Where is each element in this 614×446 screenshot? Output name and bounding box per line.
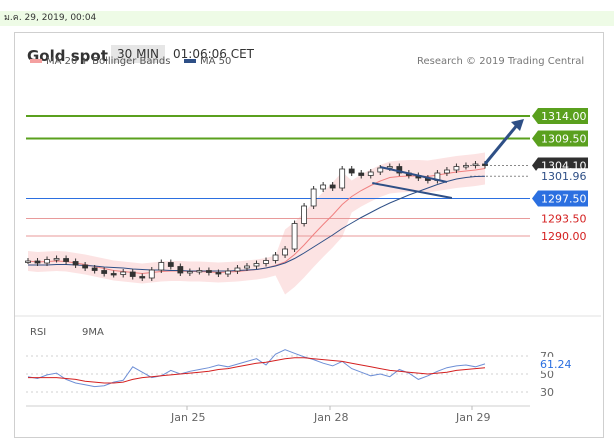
x-tick-label: Jan 25 [170, 411, 205, 424]
candle-body [177, 266, 184, 274]
rsi-last-value: 61.24 [540, 358, 572, 371]
candle-body [453, 166, 460, 171]
price-label-text: 1309.50 [541, 133, 587, 146]
ma50-line [28, 175, 486, 272]
price-label-box [532, 168, 588, 185]
rsi-tick-label: 30 [540, 386, 554, 399]
ma9-legend-label: 9MA [82, 327, 104, 338]
candle-body [205, 270, 212, 273]
candle-body [63, 258, 69, 262]
candle-body [72, 261, 79, 266]
price-label-text: 1314.00 [541, 110, 587, 123]
legend-rsi: RSI [30, 327, 46, 338]
legend-bb: MA 20 + Bollinger Bands [30, 56, 170, 67]
price-label-text: 1293.50 [541, 213, 587, 226]
price-label-box [532, 130, 588, 147]
candle-body [329, 184, 336, 189]
research-credit: Research © 2019 Trading Central [417, 56, 585, 67]
forecast-arrow-head [511, 119, 524, 131]
rsi-legend-label: RSI [30, 327, 47, 338]
price-label-text: 1297.50 [541, 193, 587, 206]
candle-body [301, 205, 308, 224]
candle-body [377, 167, 384, 173]
bb-swatch [30, 59, 42, 63]
candle-body [25, 260, 31, 263]
candle-body [139, 276, 146, 279]
candle-body [253, 263, 260, 267]
ma50-swatch [184, 59, 196, 63]
rsi-line [27, 349, 486, 388]
candle-body [367, 171, 374, 176]
candle-body [91, 267, 98, 271]
price-label-pivot: 1297.50 [532, 190, 588, 207]
date-text: ม.ค. 29, 2019, 00:04 [4, 13, 97, 23]
price-label-text: 1290.00 [541, 230, 587, 243]
timeframe-selector[interactable]: 30 MIN [111, 45, 165, 63]
forecast-arrow-line [483, 123, 520, 165]
candle-body [196, 270, 203, 273]
candle-body [320, 184, 327, 190]
candle-body [225, 270, 231, 275]
candle-body [34, 260, 41, 264]
candle-body [167, 262, 174, 267]
candle-body [358, 172, 365, 176]
legend-9ma: 9MA [82, 327, 104, 338]
candle-body [186, 271, 193, 274]
rsi-9ma-line [28, 357, 486, 384]
candle-body [215, 272, 222, 275]
candle-body [339, 168, 346, 189]
price-label-box [532, 190, 588, 207]
price-label-resistance: 1314.00 [532, 108, 588, 124]
candle-body [120, 271, 127, 275]
legend-ma50: MA 50 [184, 56, 231, 67]
candle-body [244, 265, 250, 269]
candle-body [348, 168, 355, 174]
candle-body [310, 188, 317, 207]
candle-body [110, 273, 117, 276]
candle-body [82, 264, 89, 269]
x-tick-label: Jan 29 [455, 411, 490, 424]
date-bar: ม.ค. 29, 2019, 00:04 [0, 11, 614, 26]
price-label-box [532, 228, 588, 244]
candle-body [291, 223, 298, 250]
instrument-title: Gold spot [27, 47, 108, 65]
bb-legend-label: MA 20 + Bollinger Bands [46, 56, 171, 67]
candle-body [444, 169, 450, 174]
channel-lower-line [372, 182, 453, 199]
candle-body [53, 258, 60, 261]
bollinger-band [28, 152, 485, 295]
price-label-box [532, 210, 588, 227]
candle-body [129, 271, 136, 277]
x-tick-label: Jan 28 [313, 411, 348, 424]
price-label-text: 1301.96 [541, 170, 587, 183]
price-label-ma50: 1301.96 [532, 168, 588, 185]
price-label-support: 1290.00 [532, 228, 588, 244]
channel-upper-line [380, 166, 448, 183]
rsi-tick-label: 50 [540, 368, 554, 381]
candle-body [282, 248, 288, 256]
chart-header: Gold spot 30 MIN 01:06:06 CET [15, 33, 603, 75]
price-label-support: 1293.50 [532, 210, 588, 227]
candle-body [101, 270, 108, 274]
candle-body [263, 260, 269, 264]
ma50-legend-label: MA 50 [200, 56, 232, 67]
price-label-resistance: 1309.50 [532, 130, 588, 147]
candle-body [463, 165, 469, 168]
candle-body [386, 166, 393, 169]
rsi-value-box [534, 356, 578, 371]
candle-body [272, 254, 279, 261]
chart-time: 01:06:06 CET [173, 47, 254, 61]
candle-body [234, 267, 241, 272]
candle-body [472, 163, 479, 166]
candle-body [44, 259, 50, 264]
candle-body [158, 262, 165, 271]
candle-body [148, 269, 155, 279]
price-label-box [532, 108, 588, 124]
